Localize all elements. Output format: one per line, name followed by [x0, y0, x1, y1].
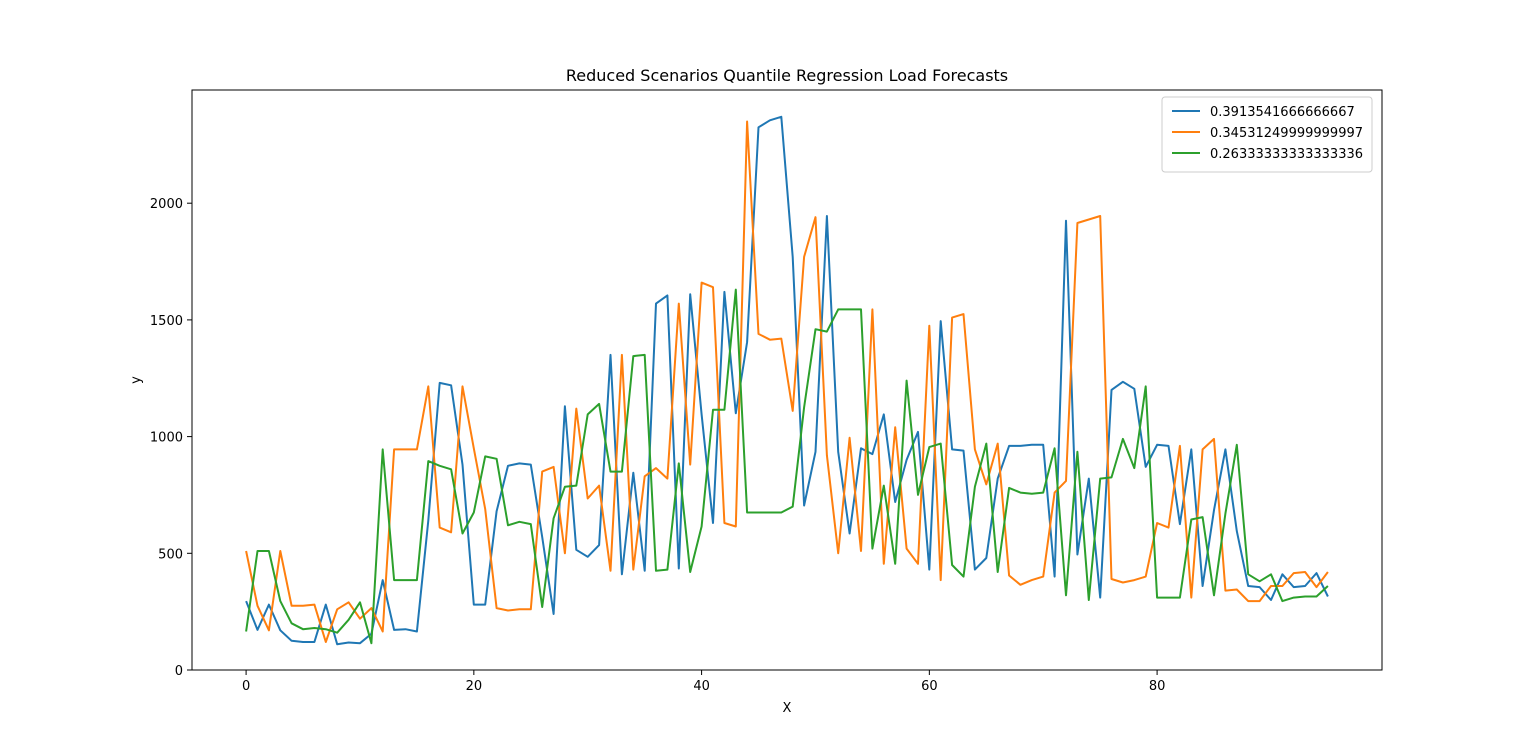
x-tick-label: 20: [466, 679, 483, 694]
legend: 0.3913541666666667 0.34531249999999997 0.2…: [1161, 96, 1373, 173]
y-axis-label: y: [129, 376, 144, 384]
legend-label-2: 0.34531249999999997: [1210, 126, 1363, 141]
legend-label-1: 0.3913541666666667: [1210, 105, 1355, 120]
y-axis: 0 500 1000 1500 2000: [150, 197, 192, 679]
x-tick-label: 0: [242, 679, 250, 694]
series-line-2: [245, 120, 1329, 643]
chart-title: Reduced Scenarios Quantile Regression Lo…: [566, 66, 1008, 85]
y-tick-label: 1500: [150, 314, 183, 329]
x-tick-label: 80: [1149, 679, 1166, 694]
y-tick-label: 500: [158, 547, 183, 562]
y-tick-label: 0: [175, 664, 183, 679]
y-tick-label: 1000: [150, 431, 183, 446]
plot-frame: [191, 89, 1383, 671]
legend-label-3: 0.26333333333333336: [1210, 147, 1363, 162]
x-axis-label: X: [783, 701, 792, 716]
x-axis: 0 20 40 60 80: [242, 670, 1165, 694]
series-line-3: [245, 288, 1329, 645]
series-line-1: [245, 115, 1329, 646]
x-tick-label: 40: [693, 679, 710, 694]
legend-box: [1161, 96, 1373, 173]
series-layer: [245, 115, 1329, 646]
x-tick-label: 60: [921, 679, 938, 694]
y-tick-label: 2000: [150, 197, 183, 212]
